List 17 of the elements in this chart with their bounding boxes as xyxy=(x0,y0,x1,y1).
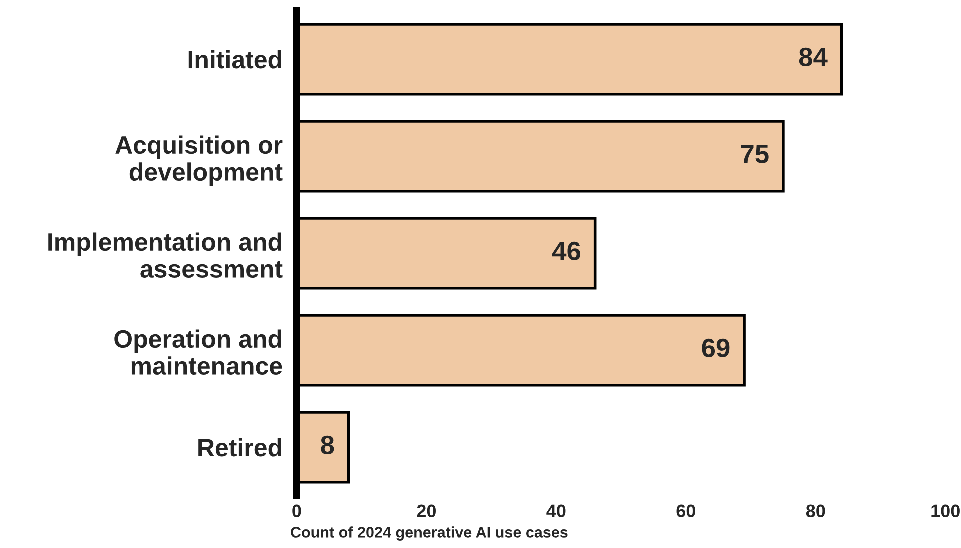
x-axis-title: Count of 2024 generative AI use cases xyxy=(291,526,568,541)
data-label: 8 xyxy=(321,436,334,455)
y-tick-label: Acquisition or development xyxy=(116,136,283,186)
y-tick-label: Initiated xyxy=(188,50,282,69)
y-tick-label: Operation and maintenance xyxy=(114,330,282,376)
data-label: 75 xyxy=(741,145,769,164)
x-tick-label: 80 xyxy=(806,504,826,518)
data-label: 69 xyxy=(702,338,730,358)
x-tick-label: 0 xyxy=(292,504,302,518)
x-tick-label: 100 xyxy=(932,504,960,518)
x-tick-label: 40 xyxy=(546,504,566,518)
data-label: 84 xyxy=(799,48,828,67)
x-tick-label: 60 xyxy=(676,504,696,518)
data-label: 46 xyxy=(552,242,580,261)
y-tick-label: Implementation and assessment xyxy=(48,232,283,278)
y-tick-label: Retired xyxy=(198,438,282,457)
x-tick-label: 20 xyxy=(417,504,436,518)
